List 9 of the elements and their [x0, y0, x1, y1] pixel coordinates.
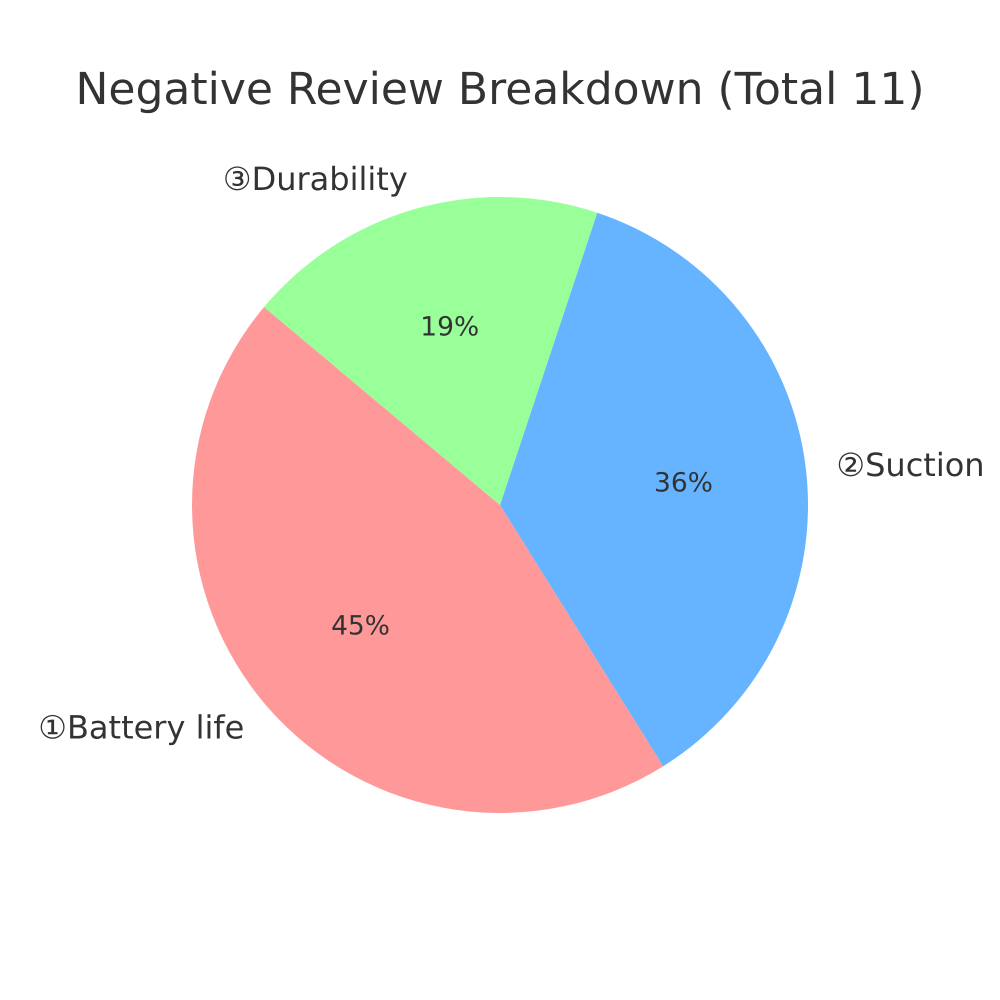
data-label: 36% — [654, 468, 713, 499]
pie-slice — [264, 197, 598, 505]
data-label: 19% — [420, 312, 480, 343]
pie-slice — [500, 212, 808, 766]
slice-label: ②Suction — [836, 446, 985, 484]
slice-label: ①Battery life — [38, 708, 244, 746]
slice-label: ③Durability — [222, 160, 408, 198]
data-label: 45% — [331, 610, 390, 642]
chart-title: Negative Review Breakdown (Total 11) — [75, 64, 925, 115]
